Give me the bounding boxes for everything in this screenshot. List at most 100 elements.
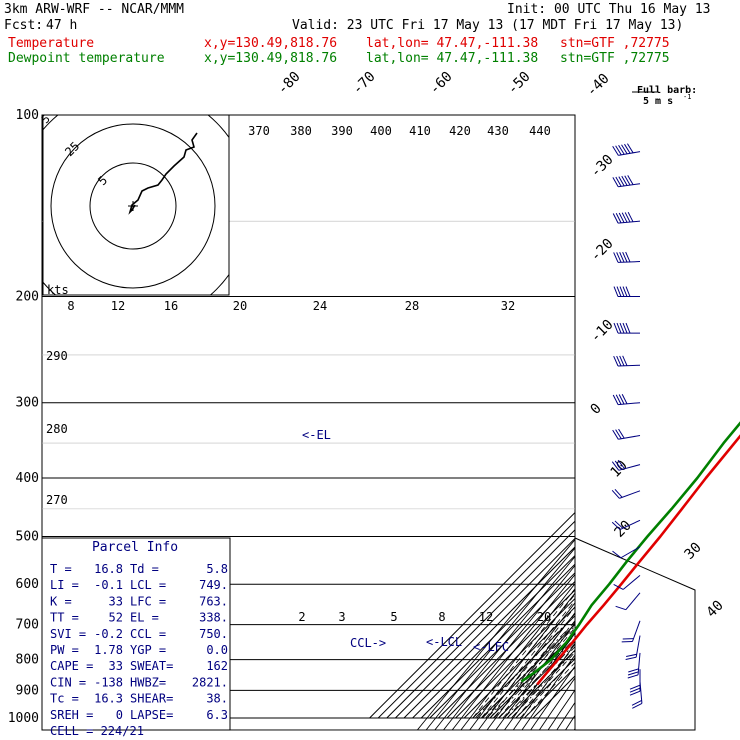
parcel-info-value: 750.: [199, 627, 228, 641]
theta-label: 420: [449, 124, 471, 138]
wind-barb-flag: [613, 286, 619, 297]
el-annotation: <-EL: [302, 428, 331, 442]
dry-adiabat-line: [661, 115, 740, 731]
moist-adiabat-line: [476, 593, 575, 719]
wind-barb: [631, 681, 643, 709]
parcel-info-value: 16.3: [94, 692, 123, 706]
wind-barb-staff: [620, 546, 641, 559]
dry-adiabat-line: [600, 115, 740, 731]
pressure-tick-label: 500: [16, 529, 39, 544]
mixing-ratio-top-label: 24: [313, 299, 327, 313]
isotherm-line: [515, 658, 575, 719]
wind-barb-staff: [618, 402, 641, 406]
wind-barb-flag: [621, 393, 628, 405]
wind-barb: [627, 652, 641, 679]
wind-barb-flag: [617, 459, 625, 470]
dry-adiabat-line: [460, 582, 575, 730]
pressure-tick-label: 600: [16, 577, 39, 592]
pressure-tick-label: 900: [16, 683, 39, 698]
wind-barb-flag: [631, 700, 642, 706]
wind-barb-flag: [624, 175, 631, 186]
wind-barb: [621, 620, 641, 643]
isotherm-line: [463, 606, 575, 719]
wind-barb-flag: [619, 286, 625, 297]
wind-barb-flag: [615, 145, 622, 156]
dry-adiabat-line: [486, 612, 575, 730]
barb-legend-units: 5 m s: [643, 96, 673, 107]
wind-barb-flag: [621, 175, 628, 186]
dry-adiabat-lines: [416, 115, 740, 731]
forecast-hours: 47 h: [46, 18, 78, 33]
isotherm-label: -10: [588, 317, 617, 346]
mixing-ratio-bottom-label: 12: [479, 610, 493, 624]
wind-barb-flag: [629, 684, 641, 690]
wind-barb-flag: [619, 322, 625, 334]
wind-barb: [612, 143, 641, 156]
pressure-tick-label: 1000: [8, 711, 39, 726]
wind-barb-flag: [629, 687, 641, 693]
dry-adiabat-line: [564, 714, 575, 730]
wind-barb-staff: [618, 183, 641, 188]
temperature-profile: [536, 434, 740, 686]
wind-barb-staff: [618, 434, 641, 440]
dry-adiabat-line: [556, 701, 575, 730]
dry-adiabat-line: [644, 115, 740, 731]
isotherm-line: [412, 554, 575, 719]
isotherm-label: -40: [584, 71, 613, 100]
parcel-info-key: K =: [50, 594, 72, 608]
parcel-info-value: 1.78: [94, 643, 123, 657]
wind-barb-flag: [629, 690, 641, 696]
parcel-info-key: CAPE =: [50, 659, 93, 673]
parcel-info-value: 33: [109, 594, 123, 608]
dewpoint-legend-latlon: lat,lon= 47.47,-111.38: [366, 51, 539, 66]
hodograph-frame: [42, 114, 230, 296]
mixing-ratio-line: [511, 650, 575, 719]
theta-label: 370: [248, 124, 270, 138]
wind-barb-flag: [616, 286, 622, 297]
mixing-ratio-bottom-label: 3: [338, 610, 345, 624]
moist-adiabat-line: [515, 651, 575, 719]
parcel-info-value: 0.0: [206, 643, 228, 657]
parcel-info-value: -138: [94, 675, 123, 689]
mixing-ratio-top-label: 12: [111, 299, 125, 313]
wind-barb-flag: [616, 252, 622, 263]
wind-barbs: [611, 143, 643, 709]
isotherm-label: -30: [588, 152, 617, 181]
dewpoint-legend-label: Dewpoint temperature: [8, 51, 165, 66]
isotherm-label: -70: [350, 69, 379, 98]
parcel-info-key: LI =: [50, 578, 79, 592]
hodo-kts-label: kts: [47, 283, 69, 297]
mixing-ratio-top-label: 8: [67, 299, 74, 313]
theta-label: 440: [529, 124, 551, 138]
init-time: Init: 00 UTC Thu 16 May 13: [507, 2, 711, 17]
isotherm-label: 40: [704, 598, 727, 621]
parcel-info-key: TT =: [50, 611, 79, 625]
moist-adiabat-line: [524, 661, 575, 719]
theta-label: 410: [409, 124, 431, 138]
wind-barb-flag: [627, 674, 639, 679]
parcel-info-value: 6.3: [206, 708, 228, 722]
wind-barb-flag: [627, 671, 639, 676]
wind-barb-flag: [612, 146, 619, 156]
isotherm-line: [420, 563, 575, 719]
wind-barb-staff: [617, 261, 641, 263]
wind-barb-staff: [637, 652, 641, 675]
pressure-tick-label: 400: [16, 471, 39, 486]
temperature-legend-xy: x,y=130.49,818.76: [204, 36, 338, 51]
wind-barb-staff: [639, 681, 643, 704]
wind-barb-flag: [614, 460, 623, 470]
wind-barb-flag: [612, 213, 619, 224]
wind-barb-flag: [611, 461, 620, 471]
dry-adiabat-line: [469, 592, 575, 730]
theta-left-label: 270: [46, 493, 68, 507]
wind-barb-staff: [619, 519, 641, 531]
lfc-annotation: <-LFC: [473, 640, 509, 654]
isotherm-label: 0: [588, 401, 605, 418]
wind-barb: [611, 488, 641, 499]
wind-barb-flag: [622, 251, 628, 263]
isotherm-label: -80: [275, 69, 304, 98]
wind-barb: [629, 669, 641, 696]
pressure-tick-label: 200: [16, 290, 39, 305]
wind-barb: [611, 519, 641, 531]
wind-barb: [615, 592, 641, 611]
